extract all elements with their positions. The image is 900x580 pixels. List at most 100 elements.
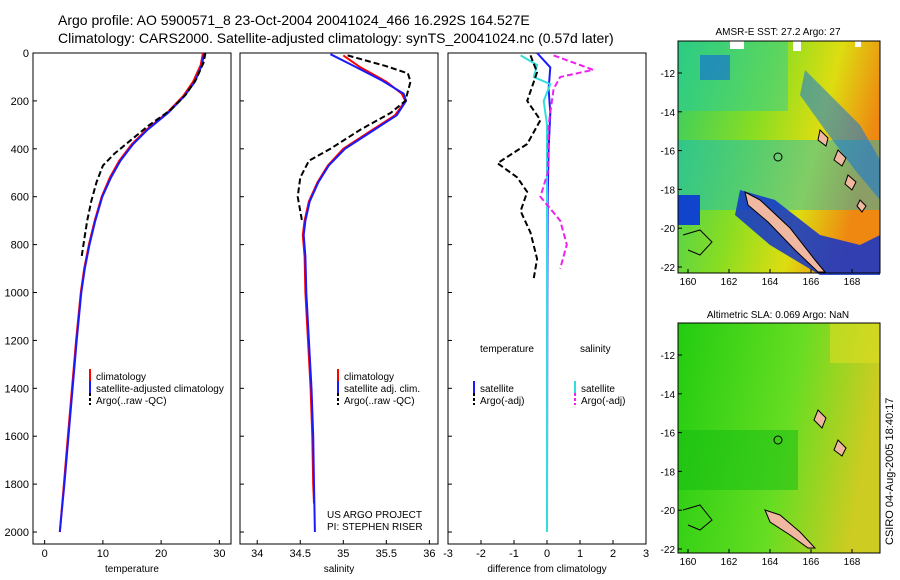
sst-cold-patch xyxy=(700,55,730,80)
x-tick-label: 34.5 xyxy=(290,548,311,560)
lon-tick-label: 166 xyxy=(803,557,820,568)
lat-tick-label: -22 xyxy=(661,263,676,274)
x-tick-label: 0 xyxy=(42,548,48,560)
series-line-salinity-satellite xyxy=(520,54,552,532)
difference-panel: -3 -2 -1 0 1 2 3 difference from climatology xyxy=(443,52,649,575)
lat-tick-label: -14 xyxy=(661,108,676,119)
map-axis-ticks: 160 162 164 166 168 -12 -14 -16 -18 -20 -22 160 162 1… xyxy=(661,69,861,568)
salinity-panel: 34 34.5 35 35.5 36 salinity xyxy=(240,52,436,575)
y-tick-label: 1600 xyxy=(5,431,29,443)
y-tick-label: 800 xyxy=(11,240,29,252)
sla-high-patch xyxy=(830,323,880,363)
series-line-satellite-adjusted-climatology xyxy=(58,52,206,533)
series-line-temperature-argo-adj xyxy=(495,55,542,279)
x-tick-label: -3 xyxy=(443,548,453,560)
new-caledonia-land xyxy=(764,509,817,549)
legend-label-sal-argo: Argo(-adj) xyxy=(581,396,625,407)
sst-missing-cell xyxy=(793,41,801,51)
legend-label-sal-satellite: satellite xyxy=(581,384,615,395)
sst-cold-cell xyxy=(678,195,700,225)
sst-missing-cell xyxy=(855,41,861,47)
figure-title-line-2: Climatology: CARS2000. Satellite-adjuste… xyxy=(58,30,614,46)
x-tick-label: -1 xyxy=(509,548,519,560)
x-axis-label: temperature xyxy=(105,564,159,575)
x-axis-label: difference from climatology xyxy=(487,564,606,575)
temperature-axes-frame xyxy=(32,52,232,545)
legend-label-temp-argo: Argo(-adj) xyxy=(480,396,524,407)
pi-credit: PI: STEPHEN RISER xyxy=(327,522,423,533)
y-tick-label: 200 xyxy=(11,96,29,108)
sst-missing-cell xyxy=(730,41,744,49)
y-tick-label: 1200 xyxy=(5,335,29,347)
sla-map xyxy=(677,322,881,554)
lon-tick-label: 166 xyxy=(803,277,820,288)
series-line-temperature-satellite xyxy=(536,52,552,533)
lat-tick-label: -12 xyxy=(661,69,676,80)
y-tick-label: 1800 xyxy=(5,479,29,491)
x-tick-label: 35 xyxy=(337,548,349,560)
lat-tick-label: -16 xyxy=(661,147,676,158)
legend-label-argo: Argo(..raw -QC) xyxy=(96,396,167,407)
x-tick-label: 1 xyxy=(577,548,583,560)
lat-tick-label: -14 xyxy=(661,390,676,401)
x-tick-label: 36 xyxy=(423,548,435,560)
sla-map-title: Altimetric SLA: 0.069 Argo: NaN xyxy=(707,310,849,321)
legend-label-temp-satellite: satellite xyxy=(480,384,514,395)
new-caledonia-land xyxy=(744,191,827,273)
project-credit: US ARGO PROJECT xyxy=(327,510,422,521)
series-line-satellite-adj-clim xyxy=(302,53,408,533)
x-tick-label: 34 xyxy=(251,548,263,560)
island-land xyxy=(817,128,829,147)
island-land xyxy=(856,199,867,213)
difference-legend: temperature satellite Argo(-adj) salinit… xyxy=(473,344,625,407)
x-tick-label: 2 xyxy=(610,548,616,560)
sst-map xyxy=(677,40,881,275)
series-line-climatology xyxy=(301,54,407,504)
y-tick-label: 0 xyxy=(23,48,29,60)
series-line-salinity-argo-adj xyxy=(539,54,597,269)
series-line-argo-raw-qc xyxy=(80,52,207,260)
lon-tick-label: 160 xyxy=(680,277,697,288)
temperature-legend: climatology satellite-adjusted climatolo… xyxy=(89,369,224,407)
reef-contour xyxy=(682,229,713,256)
y-tick-label: 2000 xyxy=(5,527,29,539)
lat-tick-label: -22 xyxy=(661,545,676,556)
lat-tick-label: -16 xyxy=(661,429,676,440)
y-tick-label: 1400 xyxy=(5,383,29,395)
x-axis-label: salinity xyxy=(324,564,355,575)
legend-heading-salinity: salinity xyxy=(580,344,611,355)
salinity-legend: climatology satellite adj. clim. Argo(..… xyxy=(337,369,420,407)
lon-tick-label: 168 xyxy=(844,557,861,568)
lon-tick-label: 160 xyxy=(680,557,697,568)
island-land xyxy=(813,409,827,429)
argo-float-marker xyxy=(773,435,783,445)
x-tick-label: 10 xyxy=(97,548,109,560)
x-tick-label: -2 xyxy=(476,548,486,560)
reef-contour xyxy=(682,504,713,531)
sst-map-title: AMSR-E SST: 27.2 Argo: 27 xyxy=(715,27,840,38)
y-tick-label: 400 xyxy=(11,144,29,156)
lon-tick-label: 162 xyxy=(721,557,738,568)
sst-cold-streak xyxy=(800,70,880,200)
lon-tick-label: 164 xyxy=(762,277,779,288)
x-tick-label: 20 xyxy=(155,548,167,560)
series-line-argo-raw-qc xyxy=(296,54,412,221)
lat-tick-label: -18 xyxy=(661,185,676,196)
lat-tick-label: -12 xyxy=(661,351,676,362)
legend-label-climatology: climatology xyxy=(96,372,146,383)
island-land xyxy=(833,149,847,167)
sst-cool-patch xyxy=(678,41,788,111)
lon-tick-label: 164 xyxy=(762,557,779,568)
salinity-axes-frame xyxy=(239,52,439,545)
island-land xyxy=(844,174,857,191)
sla-low-patch xyxy=(678,430,798,490)
legend-label-satellite: satellite adj. clim. xyxy=(344,384,420,395)
legend-label-satellite: satellite-adjusted climatology xyxy=(96,384,224,395)
lat-tick-label: -20 xyxy=(661,224,676,235)
sla-map-frame xyxy=(677,322,881,554)
lat-tick-label: -20 xyxy=(661,506,676,517)
x-tick-label: 3 xyxy=(643,548,649,560)
lat-tick-label: -18 xyxy=(661,467,676,478)
x-tick-label: 35.5 xyxy=(376,548,397,560)
